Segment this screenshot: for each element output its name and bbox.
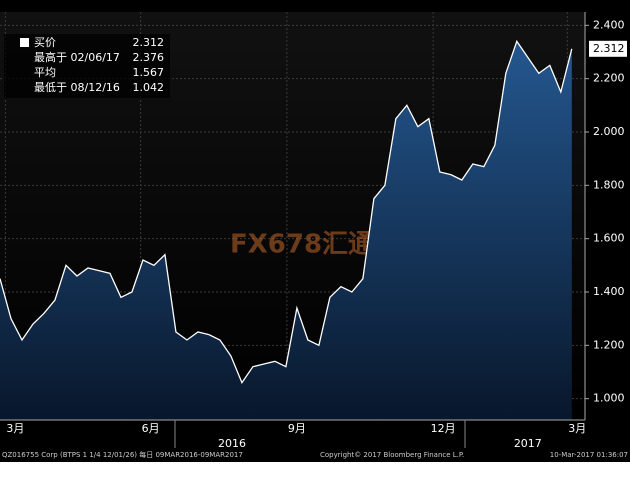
footer-text: Copyright© 2017 Bloomberg Finance L.P. — [320, 451, 464, 459]
x-tick-label: 12月 — [431, 422, 456, 435]
y-tick-label: 1.000 — [593, 392, 625, 405]
y-tick-label: 2.400 — [593, 18, 625, 31]
legend-label: 买价 — [34, 36, 56, 49]
x-tick-label: 3月 — [568, 422, 586, 435]
year-label: 2016 — [218, 437, 246, 450]
footer-text: QZ016755 Corp (BTPS 1 1/4 12/01/26) 每日 0… — [2, 450, 243, 459]
legend-swatch — [20, 38, 29, 47]
legend-value: 2.312 — [133, 36, 165, 49]
x-tick-label: 9月 — [288, 422, 306, 435]
year-label: 2017 — [514, 437, 542, 450]
legend-value: 1.567 — [133, 66, 165, 79]
y-tick-label: 2.000 — [593, 125, 625, 138]
x-tick-label: 6月 — [142, 422, 160, 435]
footer-text: 10-Mar-2017 01:36:07 — [550, 451, 628, 459]
legend-box — [4, 34, 170, 98]
y-tick-label: 1.800 — [593, 178, 625, 191]
legend-value: 2.376 — [133, 51, 165, 64]
last-value-box — [589, 40, 627, 57]
area — [0, 41, 572, 420]
legend-label: 最低于 08/12/16 — [34, 81, 120, 94]
last-value-label: 2.312 — [593, 42, 625, 55]
legend-value: 1.042 — [133, 81, 165, 94]
y-tick-label: 1.200 — [593, 338, 625, 351]
x-tick-label: 3月 — [6, 422, 24, 435]
legend-label: 平均 — [34, 66, 56, 79]
y-tick-label: 1.400 — [593, 285, 625, 298]
legend-label: 最高于 02/06/17 — [34, 50, 120, 64]
line — [0, 39, 573, 385]
y-tick-label: 2.200 — [593, 72, 625, 85]
y-tick-label: 1.600 — [593, 232, 625, 245]
